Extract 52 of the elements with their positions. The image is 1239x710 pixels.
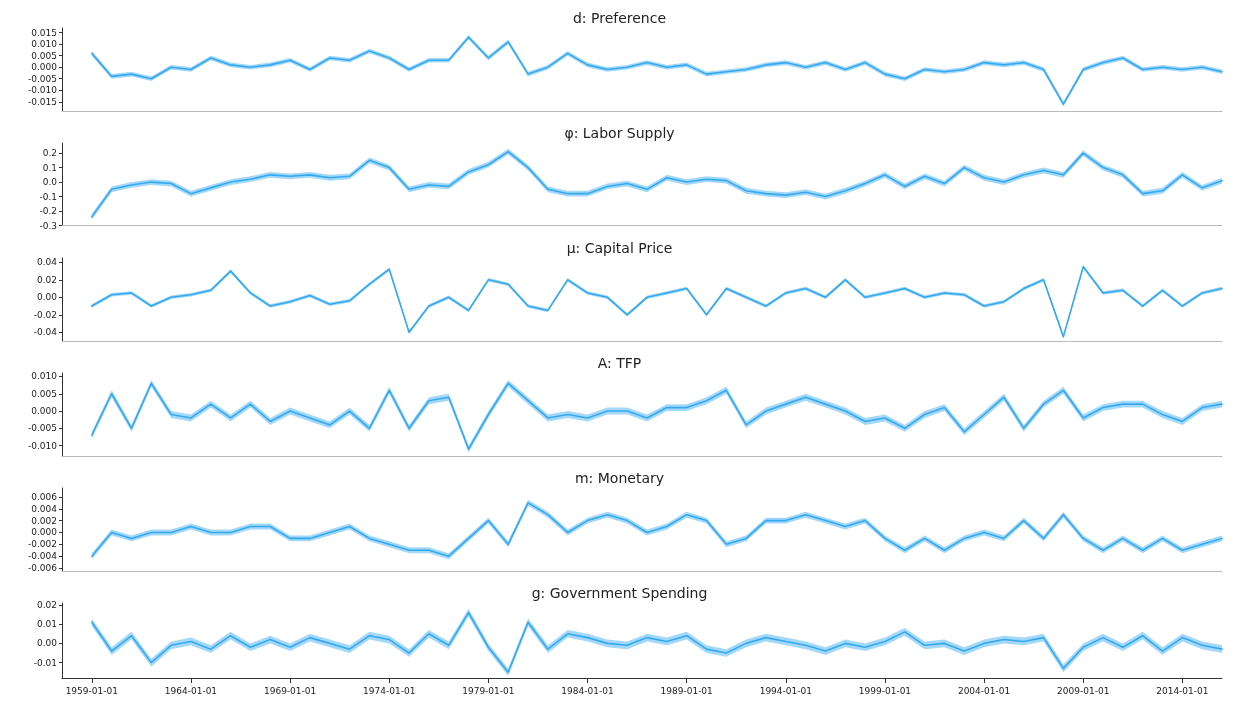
y-tick-label: 0.010: [31, 371, 58, 382]
y-tick-label: 0.010: [31, 39, 58, 50]
chart-title: μ: Capital Price: [566, 240, 673, 256]
y-tick-label: 0.00: [36, 292, 58, 303]
y-tick-label: 0.2: [42, 148, 57, 159]
y-tick-label: 0.000: [31, 527, 58, 538]
chart-title: m: Monetary: [574, 470, 665, 486]
y-tick-label: 0.005: [31, 50, 57, 61]
y-tick-label: 0.006: [31, 491, 58, 502]
x-tick-label: 2014-01-01: [1156, 685, 1209, 696]
y-tick-label: -0.01: [33, 657, 57, 668]
x-tick-label: 2009-01-01: [1057, 685, 1110, 696]
y-tick-label: 0.02: [36, 274, 57, 285]
y-tick-label: 0.015: [31, 27, 57, 38]
y-tick-label: -0.010: [27, 85, 58, 96]
chart-title: g: Government Spending: [531, 585, 708, 601]
y-tick-label: 0.000: [31, 62, 58, 73]
y-tick-label: 0.002: [31, 515, 57, 526]
y-tick-label: 0.0: [42, 177, 58, 188]
y-tick-label: 0.01: [36, 619, 57, 630]
chart-title: φ: Labor Supply: [564, 125, 675, 141]
y-tick-label: -0.1: [39, 191, 57, 202]
y-tick-label: -0.02: [33, 309, 57, 320]
chart-title: d: Preference: [572, 10, 667, 26]
y-tick-label: 0.02: [36, 599, 57, 610]
x-tick-label: 1979-01-01: [462, 685, 515, 696]
x-tick-label: 2004-01-01: [957, 685, 1011, 696]
x-tick-label: 1964-01-01: [164, 685, 218, 696]
y-tick-label: 0.1: [42, 162, 57, 173]
y-tick-label: -0.015: [27, 96, 57, 107]
y-tick-label: -0.004: [27, 551, 58, 562]
y-tick-label: -0.006: [27, 563, 58, 574]
y-tick-label: -0.3: [39, 220, 57, 231]
x-tick-label: 1994-01-01: [759, 685, 812, 696]
y-tick-label: 0.004: [31, 503, 58, 514]
x-tick-label: 1959-01-01: [65, 685, 118, 696]
y-tick-label: -0.04: [33, 327, 58, 338]
x-tick-label: 1974-01-01: [363, 685, 416, 696]
x-tick-label: 1999-01-01: [858, 685, 912, 696]
x-tick-label: 1989-01-01: [660, 685, 713, 696]
y-tick-label: 0.00: [36, 638, 58, 649]
x-tick-label: 1984-01-01: [561, 685, 614, 696]
y-tick-label: -0.002: [27, 539, 57, 550]
chart-title: A: TFP: [597, 355, 642, 371]
y-tick-label: 0.04: [36, 257, 58, 268]
y-tick-label: 0.005: [31, 388, 57, 399]
y-tick-label: -0.010: [27, 440, 58, 451]
y-tick-label: -0.005: [27, 423, 57, 434]
y-tick-label: 0.000: [31, 406, 58, 417]
y-tick-label: -0.005: [27, 73, 57, 84]
x-tick-label: 1969-01-01: [263, 685, 317, 696]
y-tick-label: -0.2: [39, 206, 57, 217]
